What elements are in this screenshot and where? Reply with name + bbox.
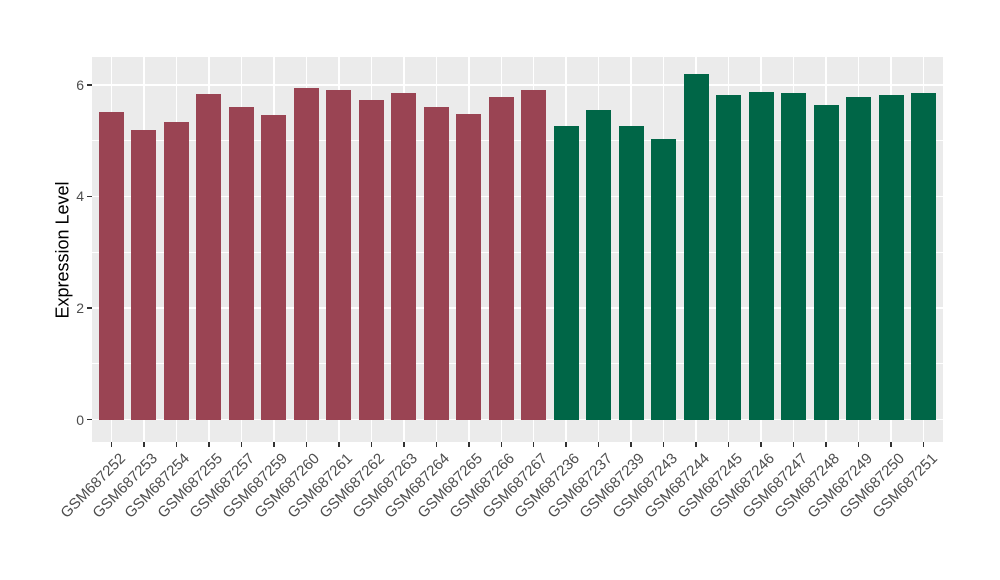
bar xyxy=(261,115,287,420)
bar xyxy=(358,99,384,420)
y-tick-mark xyxy=(87,195,92,198)
y-tick-label: 0 xyxy=(76,411,84,428)
bar xyxy=(326,90,352,420)
bar xyxy=(423,106,449,420)
x-tick-mark xyxy=(305,442,308,447)
y-tick-label: 6 xyxy=(76,76,84,93)
x-tick-mark xyxy=(760,442,762,447)
bar xyxy=(651,139,677,420)
major-gridline xyxy=(92,195,943,198)
x-tick-mark xyxy=(922,442,925,447)
x-tick-mark xyxy=(143,442,145,447)
bar xyxy=(228,107,254,420)
x-tick-mark xyxy=(662,442,665,447)
minor-gridline xyxy=(92,140,943,142)
major-gridline xyxy=(92,307,943,309)
x-tick-mark xyxy=(273,442,275,447)
x-tick-mark xyxy=(565,442,567,447)
bar xyxy=(813,104,839,420)
x-tick-mark xyxy=(727,442,730,447)
bar xyxy=(846,96,872,420)
x-tick-mark xyxy=(500,442,502,447)
minor-gridline xyxy=(92,363,943,365)
bar xyxy=(911,93,936,420)
bar xyxy=(781,93,807,420)
x-tick-mark xyxy=(597,442,600,447)
bar xyxy=(521,90,547,420)
bar xyxy=(748,91,774,420)
minor-gridline xyxy=(92,251,943,253)
x-tick-mark xyxy=(630,442,632,447)
major-gridline xyxy=(92,84,943,86)
x-tick-mark xyxy=(792,442,795,447)
x-tick-mark xyxy=(338,442,340,447)
x-tick-mark xyxy=(468,442,470,447)
bar xyxy=(293,87,319,420)
bar xyxy=(196,93,222,420)
y-tick-mark xyxy=(87,307,92,309)
y-tick-label: 2 xyxy=(76,300,84,317)
bar xyxy=(488,97,514,420)
bar xyxy=(618,125,644,420)
x-tick-mark xyxy=(175,442,178,447)
y-tick-label: 4 xyxy=(76,188,84,205)
x-tick-mark xyxy=(208,442,210,447)
x-tick-mark xyxy=(240,442,243,447)
x-tick-mark xyxy=(695,442,697,447)
bar xyxy=(98,111,124,420)
x-tick-mark xyxy=(532,442,535,447)
bar xyxy=(456,113,482,420)
bar xyxy=(878,94,904,420)
x-tick-mark xyxy=(110,442,113,447)
x-tick-mark xyxy=(435,442,438,447)
x-tick-mark xyxy=(890,442,892,447)
bar xyxy=(163,122,189,420)
bar xyxy=(553,125,579,420)
plot-panel xyxy=(92,57,943,442)
bar xyxy=(131,130,157,420)
x-tick-mark xyxy=(825,442,827,447)
bar xyxy=(683,74,709,420)
major-gridline xyxy=(92,418,943,421)
x-tick-mark xyxy=(857,442,860,447)
x-tick-mark xyxy=(370,442,373,447)
y-tick-mark xyxy=(87,84,92,86)
bar xyxy=(586,110,612,420)
bar xyxy=(391,93,417,420)
bar xyxy=(716,94,742,420)
y-tick-mark xyxy=(87,418,92,421)
x-tick-mark xyxy=(403,442,405,447)
